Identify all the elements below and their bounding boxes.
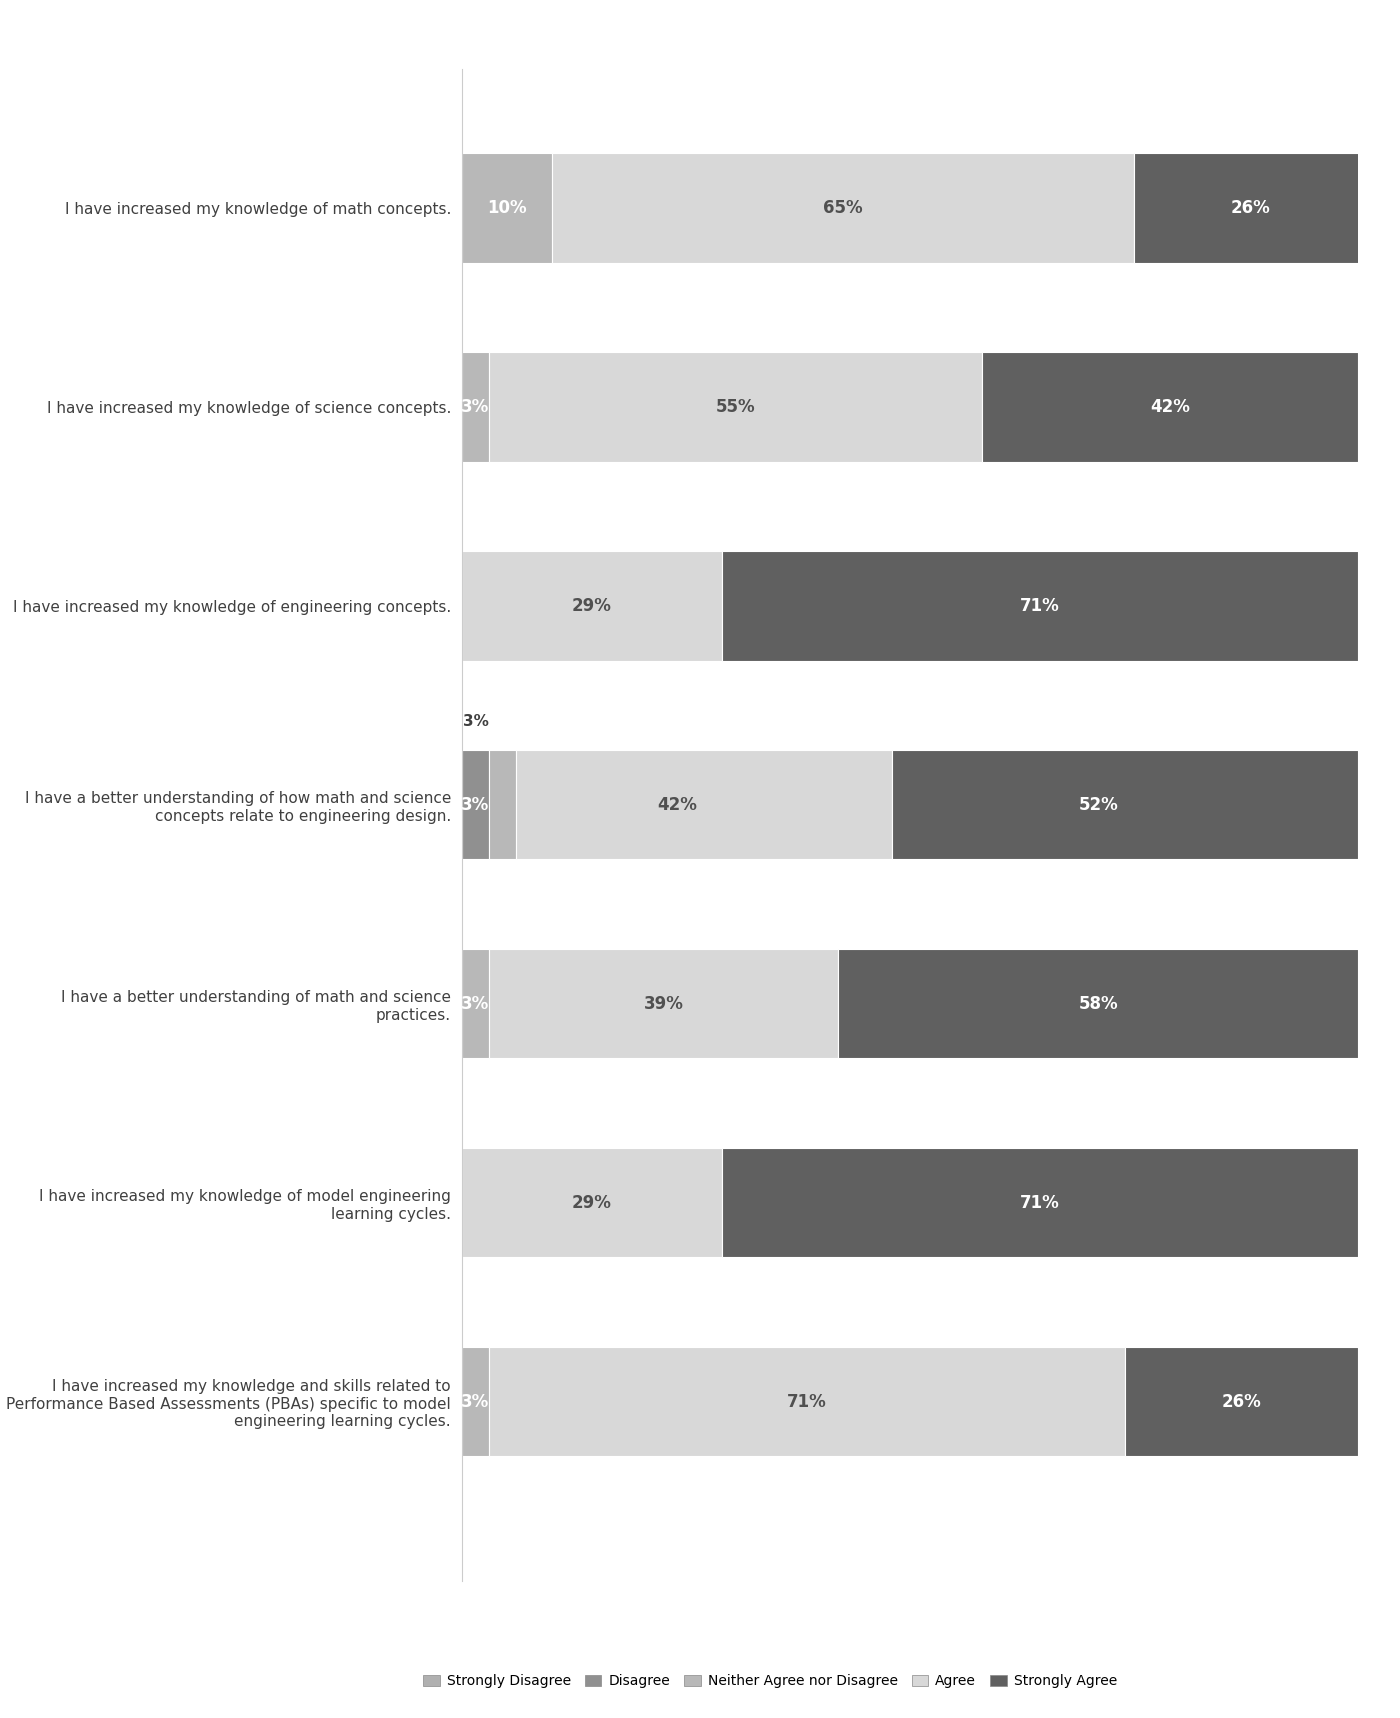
Text: 71%: 71% <box>1021 596 1060 615</box>
Bar <box>1126 1347 1358 1457</box>
Bar <box>489 1347 1126 1457</box>
Text: 26%: 26% <box>1231 199 1270 216</box>
Text: 3%: 3% <box>462 795 490 814</box>
Text: 26%: 26% <box>1222 1393 1261 1410</box>
Text: 65%: 65% <box>823 199 862 216</box>
Text: 29%: 29% <box>573 596 612 615</box>
Text: 42%: 42% <box>1149 399 1190 416</box>
Bar <box>1134 153 1366 263</box>
Text: 10%: 10% <box>487 199 526 216</box>
Text: 3%: 3% <box>462 715 489 728</box>
Text: 42%: 42% <box>657 795 697 814</box>
Bar <box>722 551 1358 660</box>
Text: 71%: 71% <box>787 1393 827 1410</box>
Bar <box>489 948 839 1058</box>
Text: 3%: 3% <box>462 1393 490 1410</box>
Bar <box>552 153 1134 263</box>
Text: 3%: 3% <box>462 399 490 416</box>
Legend: Strongly Disagree, Disagree, Neither Agree nor Disagree, Agree, Strongly Agree: Strongly Disagree, Disagree, Neither Agr… <box>417 1668 1123 1694</box>
Bar <box>892 751 1358 859</box>
Text: 55%: 55% <box>715 399 755 416</box>
Bar <box>489 751 515 859</box>
Bar <box>462 551 722 660</box>
Text: 58%: 58% <box>1078 995 1119 1012</box>
Bar <box>462 751 489 859</box>
Bar <box>462 948 489 1058</box>
Bar <box>462 1347 489 1457</box>
Bar <box>515 751 892 859</box>
Text: 3%: 3% <box>462 995 490 1012</box>
Bar <box>462 153 552 263</box>
Bar <box>839 948 1358 1058</box>
Bar <box>489 352 981 462</box>
Text: 39%: 39% <box>644 995 683 1012</box>
Text: 71%: 71% <box>1021 1194 1060 1211</box>
Bar <box>981 352 1358 462</box>
Bar <box>722 1148 1358 1258</box>
Bar <box>462 1148 722 1258</box>
Text: 29%: 29% <box>573 1194 612 1211</box>
Text: 52%: 52% <box>1078 795 1119 814</box>
Bar <box>462 352 489 462</box>
